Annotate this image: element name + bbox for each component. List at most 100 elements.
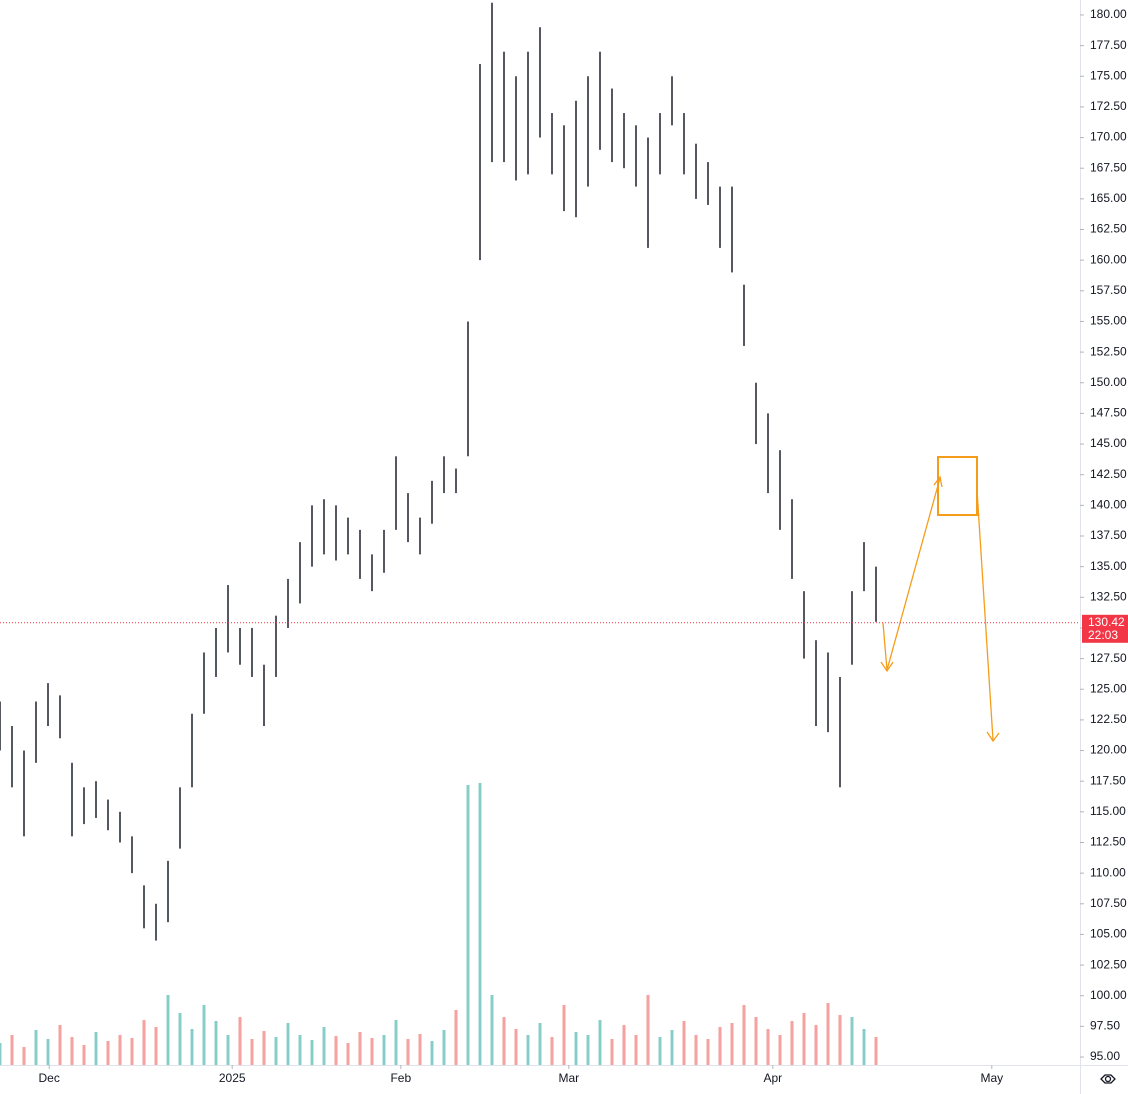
y-tick-label: 152.50	[1090, 344, 1127, 358]
y-tick-label: 105.00	[1090, 927, 1127, 941]
volume-bar	[550, 1037, 554, 1065]
drawn-arrow	[976, 489, 994, 741]
volume-bar	[598, 1020, 602, 1065]
price-bars	[0, 2, 878, 1065]
volume-bar	[706, 1039, 710, 1065]
y-tick-label: 160.00	[1090, 252, 1127, 266]
y-tick-label: 125.00	[1090, 681, 1127, 695]
volume-bar	[562, 1005, 566, 1065]
volume-bar	[730, 1023, 734, 1065]
x-tick-label: Apr	[763, 1071, 782, 1085]
volume-bar	[34, 1030, 38, 1065]
x-tick-label: Dec	[39, 1071, 60, 1085]
y-tick-label: 97.50	[1090, 1019, 1120, 1033]
volume-bar	[874, 1037, 878, 1065]
y-tick-label: 120.00	[1090, 743, 1127, 757]
y-tick-label: 180.00	[1090, 7, 1127, 21]
volume-bar	[58, 1025, 62, 1065]
volume-bar	[358, 1032, 362, 1065]
y-tick-label: 157.50	[1090, 283, 1127, 297]
volume-bar	[130, 1038, 134, 1065]
y-tick-label: 167.50	[1090, 160, 1127, 174]
y-tick-label: 135.00	[1090, 559, 1127, 573]
volume-bar	[586, 1035, 590, 1065]
y-tick-label: 142.50	[1090, 467, 1127, 481]
y-tick-label: 145.00	[1090, 436, 1127, 450]
y-tick-label: 127.50	[1090, 651, 1127, 665]
volume-bar	[394, 1020, 398, 1065]
volume-bar	[790, 1021, 794, 1065]
y-tick-label: 107.50	[1090, 896, 1127, 910]
volume-bar	[346, 1043, 350, 1065]
drawing	[880, 456, 1000, 743]
volume-bar	[526, 1035, 530, 1065]
arrow-head	[880, 661, 894, 673]
settings-icon[interactable]	[1100, 1074, 1116, 1084]
volume-bar	[838, 1015, 842, 1065]
volume-bar	[694, 1035, 698, 1065]
volume-bar	[262, 1031, 266, 1065]
volume-bar	[202, 1005, 206, 1065]
volume-bar	[310, 1040, 314, 1065]
y-tick-label: 147.50	[1090, 406, 1127, 420]
last-price-label: 130.42	[1088, 615, 1125, 629]
volume-bar	[670, 1030, 674, 1065]
volume-bar	[94, 1032, 98, 1065]
volume-bar	[106, 1041, 110, 1065]
volume-bar	[802, 1013, 806, 1065]
y-tick-label: 110.00	[1090, 865, 1126, 879]
y-tick-label: 140.00	[1090, 498, 1127, 512]
volume-bar	[778, 1035, 782, 1065]
y-tick-label: 177.50	[1090, 38, 1127, 52]
y-tick-label: 150.00	[1090, 375, 1127, 389]
volume-bar	[226, 1035, 230, 1065]
y-tick-label: 95.00	[1090, 1049, 1120, 1063]
volume-bar	[418, 1034, 422, 1065]
y-tick-label: 170.00	[1090, 130, 1127, 144]
volume-bar	[166, 995, 170, 1065]
volume-bar	[250, 1039, 254, 1065]
volume-bar	[754, 1017, 758, 1065]
y-tick-label: 100.00	[1090, 988, 1127, 1002]
volume-bar	[274, 1037, 278, 1065]
y-tick-label: 122.50	[1090, 712, 1127, 726]
volume-bar	[0, 1043, 2, 1065]
volume-bar	[406, 1039, 410, 1065]
drawn-box	[937, 456, 978, 516]
volume-bar	[502, 1017, 506, 1065]
volume-bar	[370, 1038, 374, 1065]
volume-bar	[442, 1030, 446, 1065]
volume-bar	[382, 1035, 386, 1065]
volume-bar	[154, 1027, 158, 1065]
volume-bar	[658, 1037, 662, 1065]
volume-bar	[22, 1047, 26, 1065]
volume-bar	[334, 1036, 338, 1065]
drawn-arrow	[882, 477, 941, 671]
volume-bar	[514, 1029, 518, 1065]
volume-bar	[178, 1013, 182, 1065]
countdown-label: 22:03	[1088, 628, 1118, 642]
y-tick-label: 137.50	[1090, 528, 1127, 542]
x-tick-label: 2025	[219, 1071, 246, 1085]
volume-bar	[718, 1027, 722, 1065]
volume-bar	[454, 1010, 458, 1065]
volume-bar	[46, 1039, 50, 1065]
y-tick-label: 175.00	[1090, 68, 1127, 82]
y-tick-label: 162.50	[1090, 222, 1127, 236]
x-tick-label: May	[980, 1071, 1003, 1085]
volume-bar	[82, 1045, 86, 1065]
volume-bar	[238, 1017, 242, 1065]
y-tick-label: 172.50	[1090, 99, 1127, 113]
arrow-head	[933, 475, 943, 488]
volume-bar	[298, 1035, 302, 1065]
volume-bar	[478, 783, 482, 1065]
volume-bar	[430, 1041, 434, 1065]
volume-bar	[850, 1017, 854, 1065]
y-tick-label: 155.00	[1090, 314, 1127, 328]
volume-bar	[214, 1021, 218, 1065]
volume-bar	[646, 995, 650, 1065]
volume-bar	[634, 1035, 638, 1065]
arrow-head	[986, 731, 1000, 743]
y-tick-label: 112.50	[1090, 835, 1126, 849]
